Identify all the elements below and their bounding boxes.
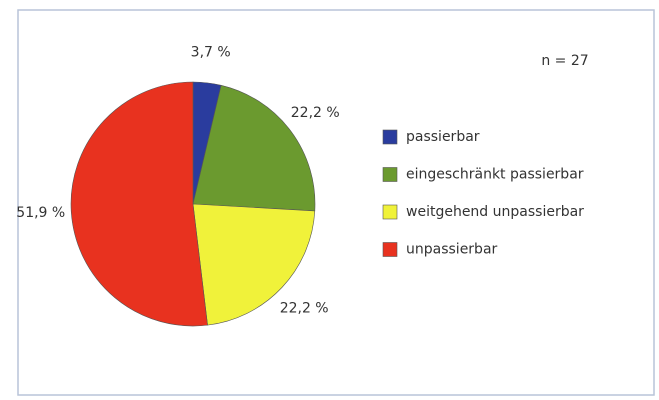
pie-slice [192, 84, 316, 212]
legend-swatch [382, 242, 398, 257]
data-label: 22,2 % [280, 300, 329, 316]
legend-label: passierbar [406, 129, 480, 145]
annotation: n = 27 [541, 53, 588, 69]
pie-slice [192, 203, 316, 326]
legend-label: weitgehend unpassierbar [406, 204, 584, 220]
data-label: 3,7 % [191, 45, 231, 61]
data-label: 51,9 % [16, 205, 65, 221]
pie-slice [70, 81, 208, 327]
legend-label: eingeschränkt passierbar [406, 167, 584, 183]
legend-swatch [382, 129, 398, 145]
data-label: 22,2 % [291, 105, 340, 121]
legend-label: unpassierbar [406, 242, 498, 258]
legend-swatch [382, 167, 398, 182]
legend-swatch [382, 204, 398, 220]
